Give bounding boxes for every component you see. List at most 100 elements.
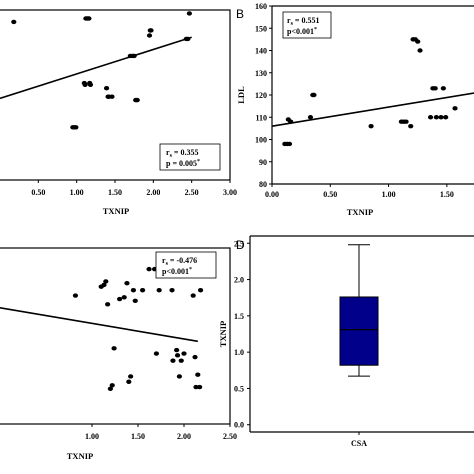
panel-letter: D [236, 238, 245, 252]
data-point [121, 295, 127, 300]
panel-letter: B [236, 7, 244, 21]
data-point [443, 115, 449, 120]
y-tick-label: 160 [255, 2, 267, 11]
x-tick-label: 3.00 [223, 188, 237, 197]
r-symbol: r [166, 148, 170, 157]
p-asterisk: * [189, 267, 192, 273]
regression-line [271, 92, 474, 127]
data-point [433, 115, 439, 120]
data-point [403, 119, 409, 124]
plot-frame [0, 9, 231, 181]
category-label: CSA [351, 439, 367, 448]
y-tick-label: 0.5 [234, 384, 244, 393]
data-point [109, 94, 115, 99]
data-point [452, 106, 458, 111]
p-asterisk: * [314, 27, 317, 33]
x-axis-title: TXNIP [67, 451, 93, 461]
r-value: = 0.551 [295, 16, 320, 25]
data-point [101, 282, 107, 288]
data-point [105, 302, 111, 307]
data-point [103, 279, 109, 284]
data-point [107, 386, 113, 391]
r-subscript: s [170, 153, 173, 159]
data-point [148, 28, 154, 33]
data-point [156, 288, 162, 293]
regression-line [0, 36, 192, 100]
y-tick-label: 110 [255, 113, 267, 122]
y-tick-label: 2.0 [234, 276, 244, 285]
p-asterisk: * [197, 159, 200, 165]
p-value: p<0.001 [162, 267, 189, 276]
data-point [195, 372, 201, 377]
y-tick-label: 1.5 [234, 312, 244, 321]
stats-box [159, 143, 221, 171]
p-value: p<0.001 [287, 27, 314, 36]
x-tick-label: 1.00 [382, 190, 396, 199]
y-tick-label: 2.5 [234, 239, 244, 248]
data-point [197, 288, 204, 293]
data-point [440, 86, 446, 91]
data-point [197, 384, 203, 390]
x-tick-label: 2.50 [185, 188, 199, 197]
y-tick-label: 100 [255, 136, 267, 145]
y-axis-title: TXNIP [218, 321, 228, 347]
p-value-text: p = 0.005* [166, 159, 200, 168]
r-value: = -0.476 [170, 256, 197, 265]
plot-frame [0, 247, 231, 425]
x-axis-title: TXNIP [103, 206, 129, 216]
data-point [134, 97, 140, 103]
correlation-text: rs = -0.476 [162, 256, 197, 267]
data-point [170, 358, 176, 363]
y-tick-label: 150 [255, 24, 267, 33]
correlation-text: rs = 0.551 [287, 16, 319, 27]
y-tick-label: 140 [255, 47, 267, 56]
data-point [146, 33, 153, 38]
correlation-text: rs = 0.355 [166, 148, 198, 159]
y-tick-label: 1.0 [234, 348, 244, 357]
data-point [432, 86, 438, 91]
p-value-text: p<0.001* [162, 267, 192, 276]
data-point [130, 288, 136, 293]
x-tick-label: 2.00 [146, 188, 160, 197]
x-tick-label: 0.50 [323, 190, 337, 199]
data-point [192, 354, 198, 360]
data-point [124, 281, 130, 286]
data-point [368, 123, 374, 129]
r-symbol: r [287, 16, 291, 25]
data-point [87, 82, 94, 88]
data-point [307, 115, 314, 120]
data-point [174, 347, 180, 353]
data-point [427, 115, 434, 120]
data-point [109, 383, 115, 388]
data-point [140, 288, 146, 293]
x-tick-label: 2.00 [177, 432, 191, 441]
data-point [117, 296, 123, 302]
regression-line [0, 307, 198, 343]
r-subscript: s [166, 261, 169, 267]
data-point [417, 48, 423, 53]
data-point [169, 288, 175, 293]
data-point [132, 298, 138, 303]
y-tick-label: 80 [259, 180, 267, 189]
r-symbol: r [162, 256, 166, 265]
p-value: p = 0.005 [166, 159, 197, 168]
y-tick-label: 130 [255, 69, 267, 78]
data-point [153, 351, 159, 356]
data-point [72, 293, 79, 298]
data-point [111, 346, 117, 351]
data-point [178, 358, 184, 363]
data-point [438, 115, 444, 120]
x-tick-label: 1.50 [108, 188, 122, 197]
data-point [286, 141, 293, 147]
x-tick-label: 1.50 [440, 190, 454, 199]
data-point [176, 374, 182, 379]
x-axis-title: TXNIP [347, 207, 373, 217]
p-value-text: p<0.001* [287, 27, 317, 36]
x-tick-label: 0.00 [265, 190, 279, 199]
y-tick-label: 120 [255, 91, 267, 100]
x-tick-label: 1.50 [131, 432, 145, 441]
data-point [311, 92, 317, 98]
